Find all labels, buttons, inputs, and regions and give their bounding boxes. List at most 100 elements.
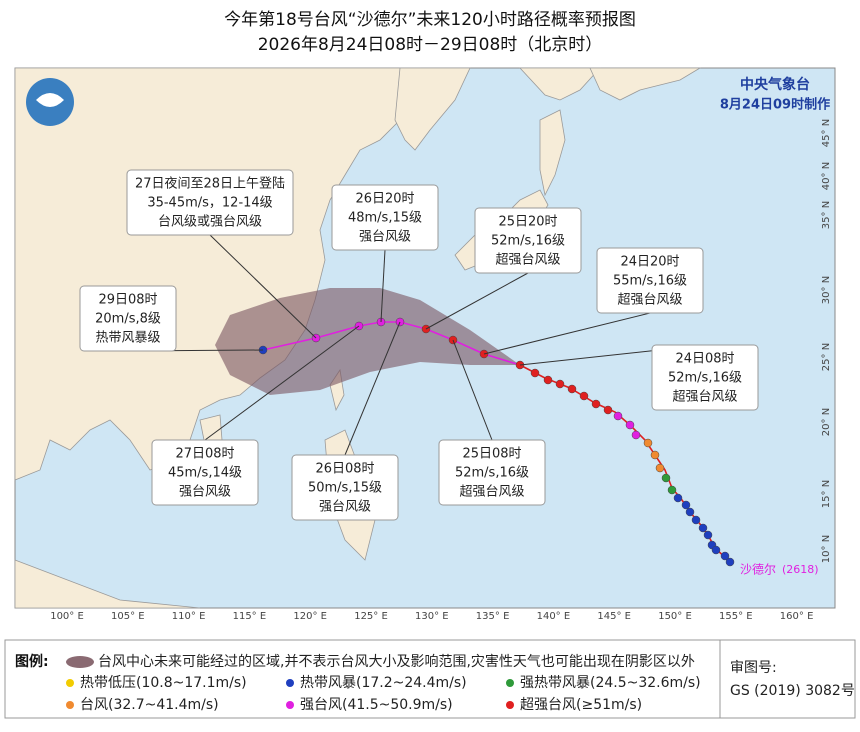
subtitle: 2026年8月24日08时－29日08时（北京时） <box>258 35 603 55</box>
callout-line: 50m/s,15级 <box>308 481 382 496</box>
callout-line: 29日08时 <box>98 293 157 308</box>
legend-item: 强热带风暴(24.5~32.6m/s) <box>520 675 701 691</box>
callout-line: 48m/s,15级 <box>348 211 422 226</box>
callout-line: 27日夜间至28日上午登陆 <box>135 176 285 192</box>
track-point <box>667 485 677 495</box>
lon-label: 100° E <box>50 611 84 622</box>
callout-line: 强台风级 <box>319 500 371 515</box>
callout-leader <box>483 312 651 355</box>
legend-swatch <box>286 701 294 709</box>
review-number: GS (2019) 3082号 <box>730 683 855 699</box>
callout-line: 强台风级 <box>359 230 411 245</box>
lon-label: 140° E <box>537 611 571 622</box>
track-point <box>567 384 577 394</box>
lon-label: 145° E <box>597 611 631 622</box>
callout-line: 35-45m/s，12-14级 <box>147 196 272 211</box>
legend-label: 图例: <box>15 653 49 670</box>
lat-label: 40° N <box>821 162 832 190</box>
legend-cone-text: 台风中心未来可能经过的区域,并不表示台风大小及影响范围,灾害性天气也可能出现在阴… <box>98 653 695 670</box>
lat-label: 25° N <box>821 343 832 371</box>
callout-box <box>126 169 294 236</box>
callout-line: 超强台风级 <box>495 253 560 268</box>
callout-line: 超强台风级 <box>617 293 682 308</box>
logo-mark <box>36 93 64 107</box>
track-point <box>703 530 713 540</box>
track-point <box>650 450 660 460</box>
legend-swatch <box>66 701 74 709</box>
lon-label: 105° E <box>111 611 145 622</box>
lon-label: 110° E <box>172 611 206 622</box>
callout-line: 25日08时 <box>462 447 521 462</box>
lon-label: 155° E <box>719 611 753 622</box>
callout-line: 52m/s,16级 <box>491 234 565 249</box>
callout-line: 25日20时 <box>498 215 557 230</box>
callout-line: 20m/s,8级 <box>95 312 161 327</box>
track-point <box>631 430 641 440</box>
legend-item: 热带低压(10.8~17.1m/s) <box>80 675 247 691</box>
track-point <box>681 500 691 510</box>
track-point <box>691 515 701 525</box>
typhoon-code: (2618) <box>782 563 819 576</box>
track-point <box>579 391 589 401</box>
track-point <box>711 545 721 555</box>
track-point <box>720 551 730 561</box>
track-point <box>643 438 653 448</box>
legend-item: 强台风(41.5~50.9m/s) <box>300 697 453 713</box>
title: 今年第18号台风“沙德尔”未来120小时路径概率预报图 <box>224 10 636 30</box>
callout-box <box>331 184 439 251</box>
track-point <box>673 493 683 503</box>
callout-line: 热带风暴级 <box>95 331 160 346</box>
callout-box <box>651 344 759 411</box>
track-point <box>613 411 623 421</box>
track-point <box>661 473 671 483</box>
legend-swatch <box>506 679 514 687</box>
lon-label: 125° E <box>354 611 388 622</box>
callout-line: 52m/s,16级 <box>668 371 742 386</box>
callout-line: 52m/s,16级 <box>455 466 529 481</box>
lon-label: 150° E <box>658 611 692 622</box>
callout-leader <box>344 321 401 456</box>
lat-label: 30° N <box>821 276 832 304</box>
callout-leader <box>452 339 493 441</box>
callout-box <box>438 439 546 506</box>
callout-line: 24日08时 <box>675 352 734 367</box>
callout-box <box>79 285 177 352</box>
track-point <box>555 379 565 389</box>
legend-item: 台风(32.7~41.4m/s) <box>80 697 219 713</box>
lat-label: 20° N <box>821 408 832 436</box>
track-point <box>530 368 540 378</box>
lon-label: 120° E <box>293 611 327 622</box>
legend-item: 热带风暴(17.2~24.4m/s) <box>300 675 467 691</box>
track-point <box>603 405 613 415</box>
callout-line: 台风级或强台风级 <box>158 215 262 230</box>
lon-label: 135° E <box>476 611 510 622</box>
callout-line: 超强台风级 <box>672 390 737 405</box>
callout-line: 55m/s,16级 <box>613 274 687 289</box>
callout-leader <box>209 234 317 339</box>
callout-line: 26日08时 <box>315 462 374 477</box>
callout-line: 27日08时 <box>175 447 234 462</box>
callout-box <box>474 207 582 274</box>
made-time: 8月24日09时制作 <box>720 97 830 113</box>
legend-box <box>4 639 856 719</box>
callout-leader <box>425 272 529 330</box>
callout-line: 超强台风级 <box>459 485 524 500</box>
callout-line: 强台风级 <box>179 485 231 500</box>
track-point <box>725 557 735 567</box>
callout-leader <box>204 325 360 441</box>
callout-line: 45m/s,14级 <box>168 466 242 481</box>
lon-label: 160° E <box>780 611 814 622</box>
agency-name: 中央气象台 <box>740 76 810 93</box>
legend-swatch <box>286 679 294 687</box>
track-point <box>698 523 708 533</box>
callout-leader <box>380 249 386 323</box>
lat-label: 45° N <box>821 119 832 147</box>
lat-label: 35° N <box>821 201 832 229</box>
probability-cone <box>215 288 520 395</box>
track-point <box>591 399 601 409</box>
callout-box <box>291 454 399 521</box>
legend-item: 超强台风(≥51m/s) <box>520 697 642 713</box>
track-point <box>685 507 695 517</box>
lat-label: 10° N <box>821 535 832 563</box>
